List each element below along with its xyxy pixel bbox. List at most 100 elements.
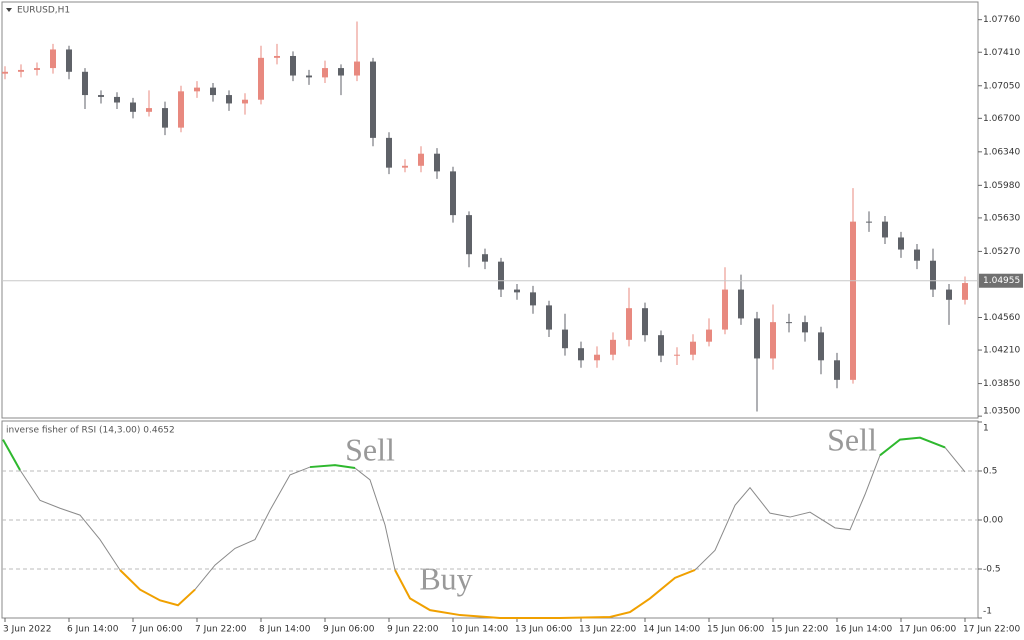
x-tick-label: 14 Jun 14:00: [643, 625, 700, 635]
x-tick-label: 13 Jun 22:00: [579, 625, 636, 635]
candle-body: [82, 71, 88, 96]
candle-body: [626, 308, 632, 340]
y-tick-label: 1.05980: [983, 181, 1020, 191]
indicator-title: inverse fisher of RSI (14,3.00) 0.4652: [6, 426, 175, 436]
candle-body: [130, 102, 136, 112]
candle-body: [834, 360, 840, 380]
symbol-title: EURUSD,H1: [17, 6, 70, 16]
y-tick-label: -0.5: [983, 564, 1001, 574]
y-tick-label: 1.05630: [983, 213, 1020, 223]
x-tick-label: 7 Jun 06:00: [131, 625, 183, 635]
x-tick-label: 6 Jun 14:00: [67, 625, 119, 635]
candle-body: [546, 305, 552, 330]
candle-body: [482, 254, 488, 262]
candle-body: [818, 332, 824, 361]
x-tick-label: 16 Jun 14:00: [835, 625, 892, 635]
candle-body: [562, 329, 568, 349]
candle-body: [738, 289, 744, 319]
candle-body: [914, 249, 920, 261]
candle-body: [770, 322, 776, 359]
candle-body: [194, 87, 200, 92]
annotation: Sell: [345, 431, 395, 467]
y-tick-label: -1: [983, 607, 992, 617]
y-tick-label: 1.07760: [983, 15, 1020, 25]
candle-body: [18, 69, 24, 72]
candle-body: [354, 61, 360, 76]
x-tick-label: 10 Jun 14:00: [451, 625, 508, 635]
candle-body: [386, 137, 392, 168]
y-tick-label: 0.00: [983, 515, 1003, 525]
candle-body: [946, 289, 952, 300]
overbought-segment: [2, 439, 21, 471]
x-tick-label: 13 Jun 06:00: [515, 625, 572, 635]
y-tick-label: 1.06340: [983, 147, 1020, 157]
candle-body: [402, 165, 408, 168]
x-tick-label: 17 Jun 06:00: [899, 625, 956, 635]
candle-body: [786, 322, 792, 324]
candle-body: [706, 329, 712, 342]
x-tick-label: 17 Jun 22:00: [963, 625, 1020, 635]
candle-body: [754, 318, 760, 359]
candle-body: [882, 221, 888, 238]
candle-body: [962, 283, 968, 300]
y-tick-label: 1.04560: [983, 313, 1020, 323]
symbol-menu-arrow[interactable]: [6, 8, 12, 12]
oversold-segment: [394, 569, 696, 619]
candle-body: [114, 96, 120, 103]
candle-body: [146, 108, 152, 112]
candle-body: [210, 87, 216, 96]
candle-body: [434, 153, 440, 172]
x-tick-label: 3 Jun 2022: [3, 625, 51, 635]
candle-body: [50, 49, 56, 69]
candle-body: [594, 354, 600, 361]
y-tick-label: 1.07410: [983, 48, 1020, 58]
candle-body: [418, 153, 424, 166]
candle-body: [610, 339, 616, 355]
annotation: Sell: [827, 421, 877, 457]
candle-body: [290, 55, 296, 76]
candle-body: [898, 237, 904, 250]
overbought-segment: [309, 464, 356, 470]
candle-body: [322, 68, 328, 78]
y-tick-label: 0.5: [983, 466, 997, 476]
y-tick-label: 1: [983, 424, 989, 434]
candle-body: [850, 221, 856, 380]
candle-body: [162, 108, 168, 128]
candle-body: [578, 348, 584, 361]
y-tick-label: 1.04210: [983, 346, 1020, 356]
y-tick-label: 1.05270: [983, 247, 1020, 257]
x-tick-label: 15 Jun 22:00: [771, 625, 828, 635]
candle-body: [178, 91, 184, 128]
candle-body: [722, 289, 728, 330]
candle-body: [98, 95, 104, 97]
candle-body: [674, 354, 680, 356]
candle-body: [2, 71, 8, 74]
candle-body: [930, 260, 936, 290]
candle-body: [66, 49, 72, 72]
x-tick-label: 7 Jun 22:00: [195, 625, 247, 635]
candle-body: [370, 61, 376, 138]
candle-body: [514, 289, 520, 293]
candle-body: [34, 68, 40, 70]
main-pane: [1, 1, 979, 419]
candle-body: [258, 57, 264, 100]
y-tick-label: 1.03850: [983, 379, 1020, 389]
y-tick-label: 1.07050: [983, 81, 1020, 91]
y-tick-label: 1.06700: [983, 114, 1020, 124]
candle-body: [658, 335, 664, 356]
candle-body: [466, 215, 472, 255]
candle-body: [226, 95, 232, 104]
x-tick-label: 15 Jun 06:00: [707, 625, 764, 635]
candle-body: [866, 221, 872, 223]
candle-body: [802, 322, 808, 333]
candle-body: [642, 308, 648, 336]
last-price-box: [979, 273, 1023, 288]
candle-body: [498, 261, 504, 290]
candle-body: [274, 55, 280, 58]
overbought-segment: [879, 436, 946, 457]
x-tick-label: 9 Jun 06:00: [323, 625, 375, 635]
oversold-segment: [119, 569, 196, 607]
candle-body: [306, 75, 312, 78]
